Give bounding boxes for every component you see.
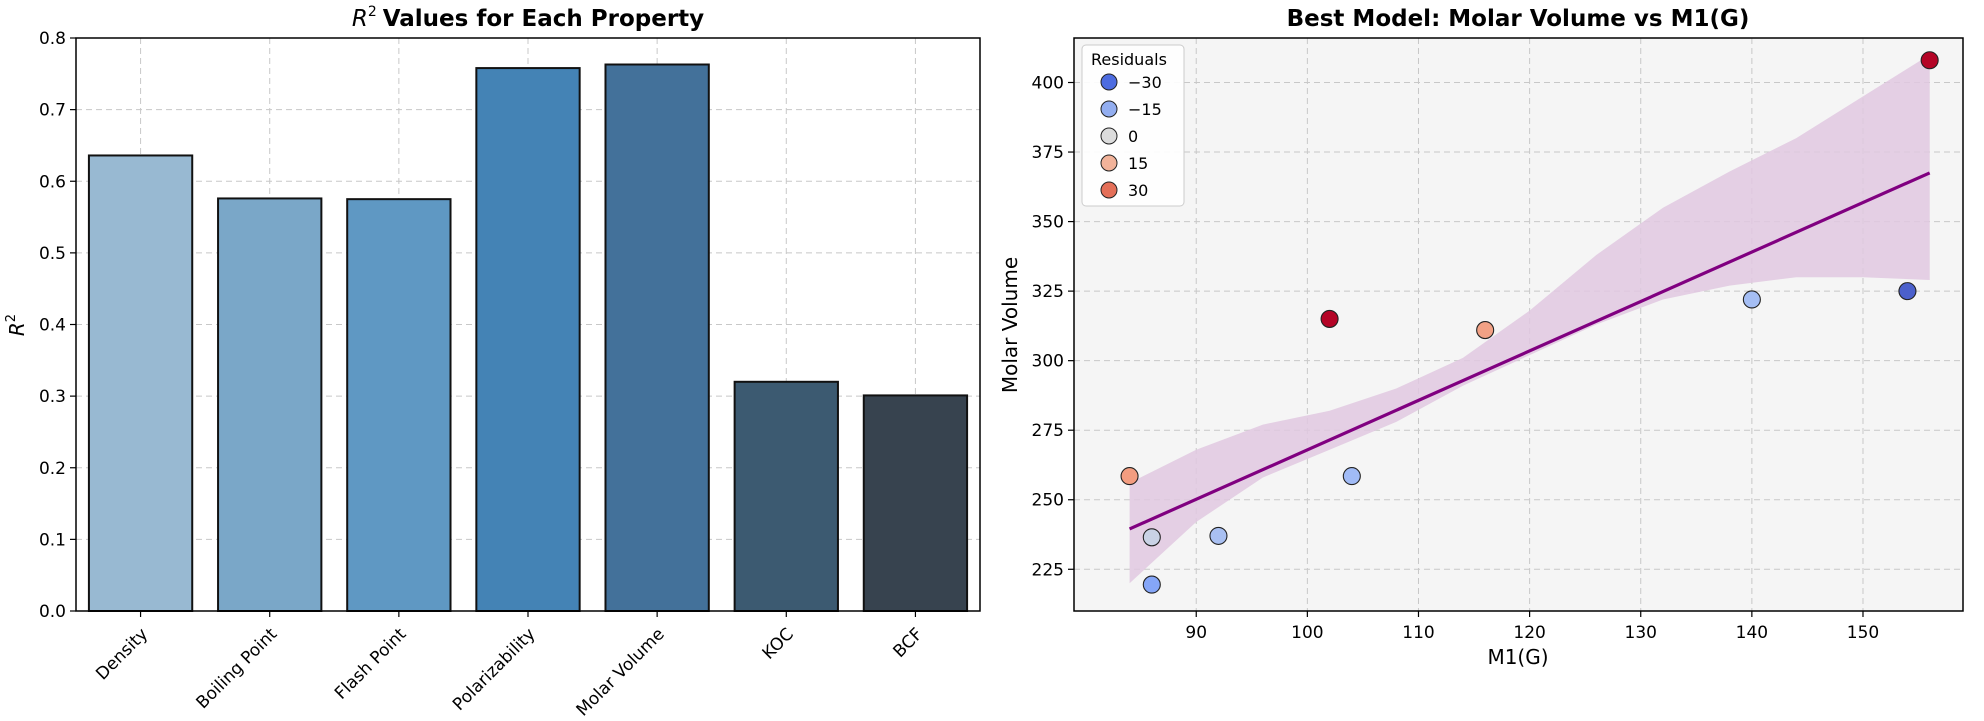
scatter-chart-x-tick-label: 110 [1402, 623, 1434, 643]
scatter-chart-frame [1073, 37, 1964, 612]
scatter-chart: Best Model: Molar Volume vs M1(G) 225 250… [998, 6, 1964, 669]
regression-line [1128, 171, 1931, 531]
scatter-point [1320, 309, 1339, 328]
scatter-chart-y-tick-label: 275 [1032, 421, 1064, 441]
scatter-chart-title: Best Model: Molar Volume vs M1(G) [1287, 6, 1750, 32]
bar-polarizability [475, 67, 581, 612]
bar-boiling-point [217, 197, 323, 612]
bar-chart-frame [75, 37, 981, 612]
legend-marker [1100, 100, 1118, 118]
bar-chart-y-tick-label: 0.1 [39, 530, 66, 550]
bar-flash-point [346, 198, 452, 612]
scatter-point [1142, 575, 1161, 594]
bar-chart-bars [87, 63, 969, 613]
bar-chart-y-tick-label: 0.7 [39, 101, 66, 121]
bar-chart-x-axis: Density Boiling Point Flash Point Polarizab… [92, 611, 927, 720]
scatter-point [1209, 526, 1228, 545]
scatter-chart-x-tick-label: 100 [1291, 623, 1323, 643]
scatter-point [1742, 290, 1761, 309]
scatter-point [1898, 282, 1917, 301]
bar-chart-x-tick-label: BCF [889, 624, 926, 661]
scatter-chart-y-tick-label: 225 [1032, 560, 1064, 580]
legend-label: 30 [1128, 181, 1148, 200]
scatter-chart-x-tick-label: 150 [1847, 623, 1879, 643]
scatter-chart-y-tick-label: 400 [1032, 74, 1064, 94]
scatter-point [1342, 467, 1361, 486]
bar-chart-y-tick-label: 0.4 [39, 316, 66, 336]
legend-marker [1100, 154, 1118, 172]
bar-chart-y-tick-label: 0.3 [39, 387, 66, 407]
bar-koc [733, 380, 839, 612]
bar-density [87, 154, 194, 612]
scatter-chart-x-tick-label: 140 [1736, 623, 1768, 643]
legend-label: 0 [1128, 127, 1138, 146]
scatter-chart-y-tick-label: 375 [1032, 143, 1064, 163]
scatter-chart-y-tick-label: 300 [1032, 352, 1064, 372]
scatter-point [1920, 51, 1939, 70]
scatter-chart-x-tick-label: 90 [1185, 623, 1207, 643]
bar-chart-y-axis-label: R2 [4, 314, 29, 336]
bar-chart-title: R2 Values for Each Property [352, 4, 704, 32]
bar-chart-ylabel-symbol: R [5, 322, 29, 336]
bar-chart-title-sup: 2 [368, 4, 377, 20]
bar-chart-title-symbol: R [352, 6, 368, 32]
bar-chart-x-tick-label: Density [92, 624, 152, 684]
scatter-chart-x-tick-label: 120 [1513, 623, 1545, 643]
bar-chart-y-tick-label: 0.8 [39, 29, 66, 49]
scatter-chart-y-axis: 225 250 275 300 325 350 375 400 [1032, 74, 1074, 580]
bar-chart-y-tick-label: 0.0 [39, 602, 66, 622]
scatter-point [1142, 528, 1161, 547]
scatter-chart-x-axis: 90 100 110 120 130 140 150 [1185, 611, 1879, 643]
bar-molar-volume [604, 63, 710, 613]
legend-marker [1100, 181, 1118, 199]
bar-chart-ylabel-sup: 2 [4, 314, 19, 322]
bar-chart-x-tick-label: Flash Point [331, 624, 411, 704]
legend-title: Residuals [1091, 50, 1167, 69]
legend-label: 15 [1128, 154, 1148, 173]
bar-bcf [862, 394, 969, 612]
legend-marker [1100, 127, 1118, 145]
scatter-chart-y-axis-label: Molar Volume [998, 257, 1022, 393]
bar-chart-x-tick-label: Boiling Point [193, 624, 282, 713]
scatter-point [1476, 321, 1495, 340]
legend-marker [1100, 73, 1118, 91]
confidence-band [1129, 54, 1930, 584]
legend-entries: −30 −15 0 15 30 [1100, 73, 1162, 200]
scatter-chart-y-tick-label: 250 [1032, 491, 1064, 511]
legend-label: −15 [1128, 100, 1162, 119]
scatter-chart-y-tick-label: 350 [1032, 213, 1064, 233]
bar-chart-y-tick-label: 0.5 [39, 244, 66, 264]
bar-chart-y-tick-label: 0.6 [39, 172, 66, 192]
bar-chart: R2 Values for Each Property 0.00.10.20.30… [4, 4, 981, 720]
bar-chart-x-tick-label: KOC [759, 624, 798, 663]
bar-chart-x-tick-label: Polarizability [449, 624, 539, 714]
legend-label: −30 [1128, 73, 1162, 92]
bar-chart-x-tick-label: Molar Volume [573, 624, 669, 720]
scatter-points [1120, 51, 1939, 594]
bar-chart-title-main: Values for Each Property [383, 6, 704, 32]
scatter-chart-x-axis-label: M1(G) [1487, 645, 1548, 669]
residuals-legend: Residuals −30 −15 0 15 30 [1081, 44, 1185, 207]
bar-chart-y-tick-label: 0.2 [39, 459, 66, 479]
bar-chart-y-axis: 0.0 0.1 0.2 0.3 0.4 0.5 0.6 0.7 0.8 [39, 29, 76, 622]
scatter-point [1120, 467, 1139, 486]
scatter-chart-y-tick-label: 325 [1032, 282, 1064, 302]
scatter-chart-x-tick-label: 130 [1625, 623, 1657, 643]
